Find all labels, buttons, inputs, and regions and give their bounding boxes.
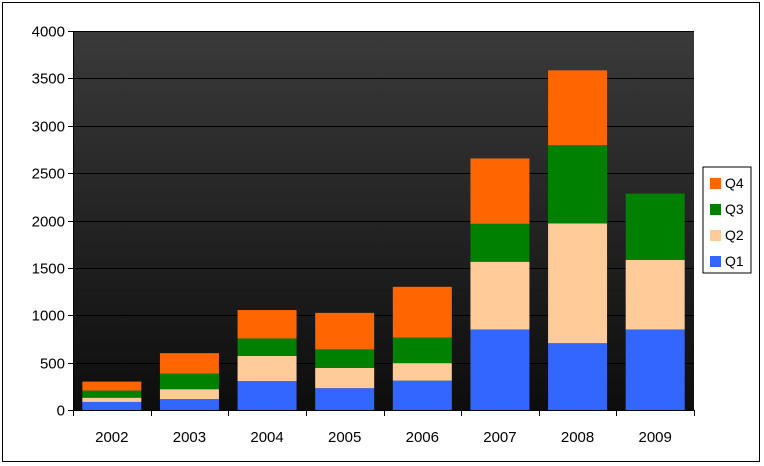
bar-q2-2004 — [237, 355, 297, 382]
bar-q4-2005 — [315, 312, 375, 350]
x-tick-label: 2003 — [173, 429, 206, 446]
y-tick-label: 1500 — [32, 261, 65, 278]
x-tick-label: 2009 — [639, 429, 672, 446]
x-tick-label: 2008 — [561, 429, 594, 446]
bar-q3-2009 — [625, 193, 685, 260]
legend: Q4 Q3 Q2 Q1 — [702, 166, 752, 274]
axes: 0 500 1000 1500 2000 2500 3000 3500 4000 2002 2003… — [32, 24, 695, 446]
bar-q2-2006 — [392, 363, 452, 381]
y-tick-label: 2000 — [32, 214, 65, 231]
bar-q1-2003 — [159, 399, 219, 410]
y-tick-label: 3000 — [32, 119, 65, 136]
legend-label-q1: Q1 — [725, 253, 744, 269]
bar-q2-2003 — [159, 389, 219, 400]
bar-q4-2002 — [82, 381, 142, 391]
bar-q1-2009 — [625, 329, 685, 410]
bar-q3-2006 — [392, 337, 452, 364]
legend-label-q4: Q4 — [725, 175, 744, 191]
bar-q3-2008 — [548, 145, 608, 224]
bar-q2-2005 — [315, 367, 375, 389]
x-tick-label: 2005 — [328, 429, 361, 446]
bar-q4-2007 — [470, 158, 530, 224]
y-tick-label: 2500 — [32, 166, 65, 183]
bar-q4-2008 — [548, 70, 608, 146]
bar-q4-2003 — [159, 353, 219, 374]
y-tick-label: 500 — [40, 356, 65, 373]
bar-q2-2002 — [82, 397, 142, 402]
bar-q2-2009 — [625, 259, 685, 330]
bar-q3-2002 — [82, 390, 142, 398]
bar-q3-2004 — [237, 338, 297, 356]
x-tick-label: 2007 — [483, 429, 516, 446]
bar-q4-2006 — [392, 286, 452, 338]
bar-q3-2005 — [315, 349, 375, 368]
bars — [82, 70, 685, 410]
y-tick-label: 0 — [57, 403, 65, 420]
bar-q1-2005 — [315, 388, 375, 410]
legend-swatch-q3 — [710, 204, 721, 215]
bar-q2-2007 — [470, 261, 530, 330]
legend-label-q3: Q3 — [725, 201, 744, 217]
x-tick-label: 2004 — [250, 429, 283, 446]
bar-q1-2002 — [82, 401, 142, 410]
bar-q4-2004 — [237, 310, 297, 339]
bar-q2-2008 — [548, 223, 608, 344]
bar-q3-2007 — [470, 223, 530, 262]
y-tick-label: 4000 — [32, 24, 65, 41]
legend-swatch-q1 — [710, 256, 721, 267]
y-tick-label: 1000 — [32, 308, 65, 325]
x-tick-label: 2006 — [406, 429, 439, 446]
legend-label-q2: Q2 — [725, 227, 744, 243]
x-tick-label: 2002 — [95, 429, 128, 446]
bar-q3-2003 — [159, 373, 219, 390]
bar-q1-2006 — [392, 380, 452, 410]
y-tick-label: 3500 — [32, 71, 65, 88]
bar-q1-2004 — [237, 381, 297, 410]
legend-swatch-q2 — [710, 230, 721, 241]
bar-q1-2008 — [548, 343, 608, 410]
legend-swatch-q4 — [710, 178, 721, 189]
bar-q1-2007 — [470, 329, 530, 410]
